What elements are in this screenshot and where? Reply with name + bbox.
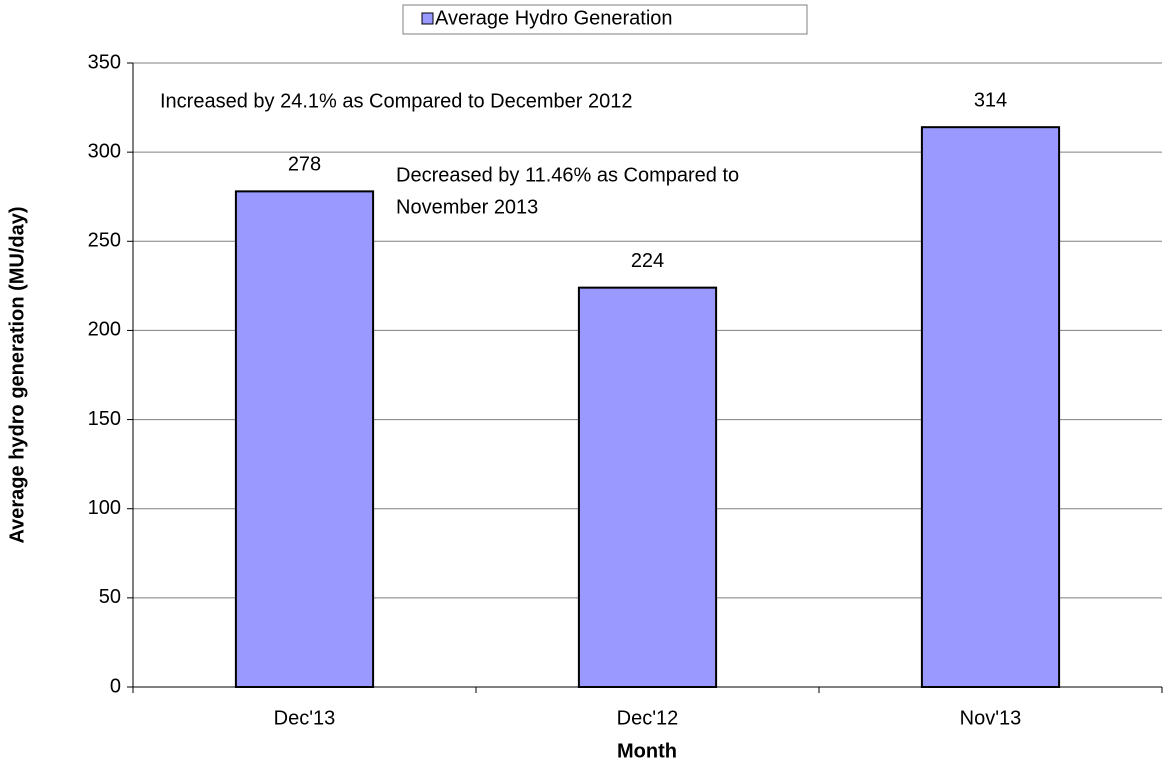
- y-tick-label: 150: [88, 408, 121, 430]
- value-label: 314: [974, 89, 1007, 111]
- y-tick-label: 100: [88, 497, 121, 519]
- annotation: Decreased by 11.46% as Compared to: [396, 164, 739, 186]
- x-tick-label: Dec'13: [274, 707, 336, 729]
- annotation: Increased by 24.1% as Compared to Decemb…: [160, 90, 633, 112]
- bar: [234, 190, 375, 688]
- legend-swatch: [421, 12, 434, 25]
- y-tick-label: 250: [88, 230, 121, 252]
- value-label: 224: [631, 250, 664, 272]
- x-tick-label: Dec'12: [617, 707, 679, 729]
- y-tick-label: 50: [99, 586, 121, 608]
- x-tick-label: Nov'13: [960, 707, 1022, 729]
- y-tick-label: 0: [110, 675, 121, 697]
- value-label: 278: [288, 154, 321, 176]
- legend-label: Average Hydro Generation: [435, 7, 673, 29]
- x-axis-label: Month: [617, 740, 677, 762]
- y-tick-label: 350: [88, 51, 121, 73]
- y-axis-label: Average hydro generation (MU/day): [6, 206, 28, 543]
- annotation: November 2013: [396, 196, 538, 218]
- bar: [920, 126, 1061, 688]
- bar: [577, 286, 718, 688]
- y-tick-label: 300: [88, 140, 121, 162]
- y-tick-label: 200: [88, 319, 121, 341]
- legend-box: [402, 4, 808, 35]
